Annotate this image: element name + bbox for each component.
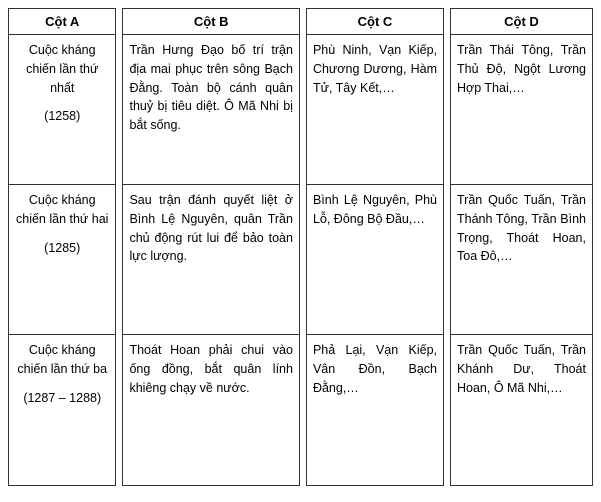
header-D: Cột D [451, 9, 592, 35]
cell-A3-year: (1287 – 1288) [15, 389, 109, 408]
cell-A1-title: Cuộc kháng chiến lần thứ nhất [15, 41, 109, 97]
cell-A1-year: (1258) [15, 107, 109, 126]
column-C: Cột C Phù Ninh, Vạn Kiếp, Chương Dương, … [306, 8, 444, 486]
header-C: Cột C [307, 9, 443, 35]
cell-C1: Phù Ninh, Vạn Kiếp, Chương Dương, Hàm Tử… [307, 35, 443, 185]
column-A: Cột A Cuộc kháng chiến lần thứ nhất (125… [8, 8, 116, 486]
cell-B3: Thoát Hoan phải chui vào ống đồng, bắt q… [123, 335, 298, 485]
cell-D3: Trần Quốc Tuấn, Trần Khánh Dư, Thoát Hoa… [451, 335, 592, 485]
cell-A3: Cuộc kháng chiến lần thứ ba (1287 – 1288… [9, 335, 115, 485]
cell-A2: Cuộc kháng chiến lần thứ hai (1285) [9, 185, 115, 335]
column-D: Cột D Trần Thái Tông, Trần Thủ Độ, Ngột … [450, 8, 593, 486]
cell-A2-title: Cuộc kháng chiến lần thứ hai [15, 191, 109, 229]
header-A: Cột A [9, 9, 115, 35]
cell-A1: Cuộc kháng chiến lần thứ nhất (1258) [9, 35, 115, 185]
cell-C3: Phả Lại, Vạn Kiếp, Vân Đồn, Bạch Đằng,… [307, 335, 443, 485]
cell-B1: Trần Hưng Đạo bố trí trận địa mai phục t… [123, 35, 298, 185]
cell-D2: Trần Quốc Tuấn, Trần Thánh Tông, Trần Bì… [451, 185, 592, 335]
cell-D1: Trần Thái Tông, Trần Thủ Độ, Ngột Lương … [451, 35, 592, 185]
history-table: Cột A Cuộc kháng chiến lần thứ nhất (125… [8, 8, 593, 486]
cell-B2: Sau trận đánh quyết liệt ở Bình Lệ Nguyê… [123, 185, 298, 335]
cell-A2-year: (1285) [15, 239, 109, 258]
cell-C2: Bình Lệ Nguyên, Phù Lỗ, Đông Bộ Đầu,… [307, 185, 443, 335]
cell-A3-title: Cuộc kháng chiến lần thứ ba [15, 341, 109, 379]
header-B: Cột B [123, 9, 298, 35]
column-B: Cột B Trần Hưng Đạo bố trí trận địa mai … [122, 8, 299, 486]
